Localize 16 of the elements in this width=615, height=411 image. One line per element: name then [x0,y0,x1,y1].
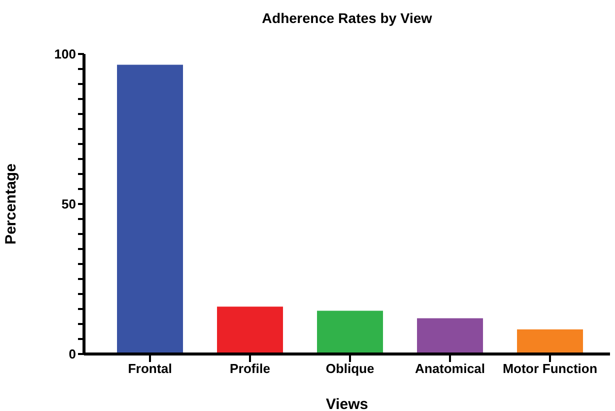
bar [117,64,183,354]
bar [417,318,483,354]
chart-title: Adherence Rates by View [260,10,434,26]
bar [217,306,283,354]
y-axis-title: Percentage [2,164,20,244]
x-tick-label: Anatomical [414,361,486,376]
x-axis-title: Views [326,396,368,411]
bar [317,310,383,354]
x-tick-label: Motor Function [502,361,598,376]
y-tick-label: 100 [54,46,76,62]
x-tick-label: Oblique [326,361,374,376]
x-tick-label: Profile [230,361,270,376]
y-tick-label: 0 [68,346,76,362]
y-tick-label: 50 [62,196,76,212]
bar [517,329,583,354]
x-tick-label: Frontal [128,361,172,376]
